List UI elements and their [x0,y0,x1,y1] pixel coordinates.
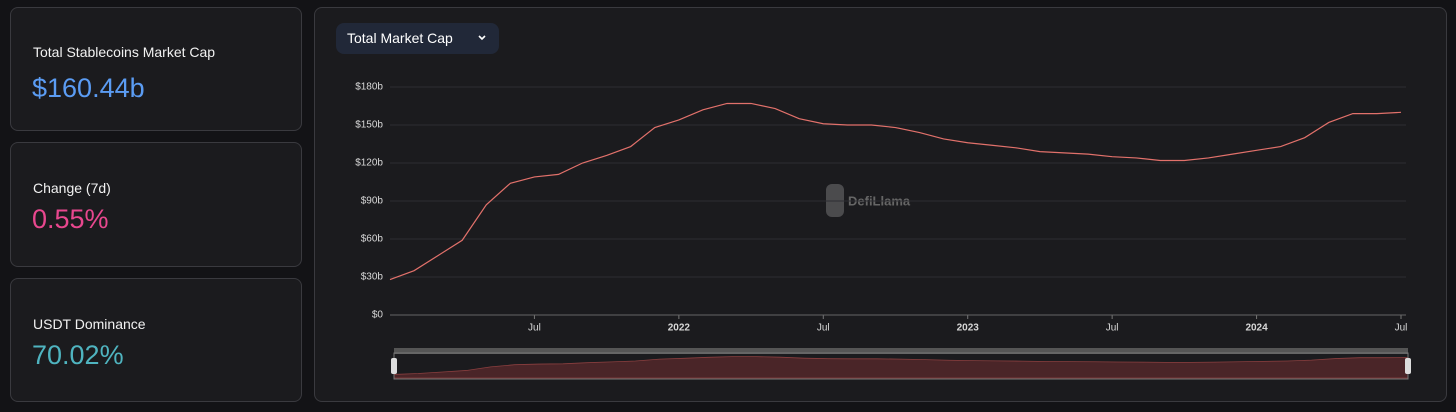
stat-label: USDT Dominance [33,316,146,332]
dropdown[interactable]: Total Market Cap [336,23,499,54]
stat-value: $160.44b [32,73,145,103]
x-tick-label: 2024 [1245,323,1268,334]
stat-card: Change (7d) 0.55% [10,142,302,267]
chart-panel [314,7,1447,402]
x-tick-label: 2023 [957,323,980,334]
stat-card: Total Stablecoins Market Cap $160.44b [10,7,302,131]
y-tick-label: $180b [355,82,383,93]
dropdown-label[interactable]: Total Market Cap [347,30,453,46]
slider-handle [391,358,397,374]
stat-card: USDT Dominance 70.02% [10,278,302,402]
y-tick-label: $90b [361,196,384,207]
stat-label: Change (7d) [33,180,111,196]
x-tick-label: 2022 [668,323,691,334]
x-tick-label: Jul [817,323,830,334]
x-tick-label: Jul [1395,323,1408,334]
stat-label: Total Stablecoins Market Cap [33,44,216,60]
slider-track [394,348,1408,354]
x-tick-label: Jul [1106,323,1119,334]
slider-handle [1405,358,1411,374]
stat-value: 0.55% [32,204,109,234]
overview-area [393,356,1409,379]
chevron[interactable] [477,34,487,42]
stat-value: 70.02% [32,340,124,370]
line [389,102,1402,281]
x-tick-label: Jul [528,323,541,334]
y-tick-label: $60b [361,234,384,245]
y-tick-label: $30b [361,272,384,283]
y-tick-label: $120b [355,158,383,169]
y-tick-label: $150b [355,120,383,131]
y-tick-label: $0 [372,310,384,321]
